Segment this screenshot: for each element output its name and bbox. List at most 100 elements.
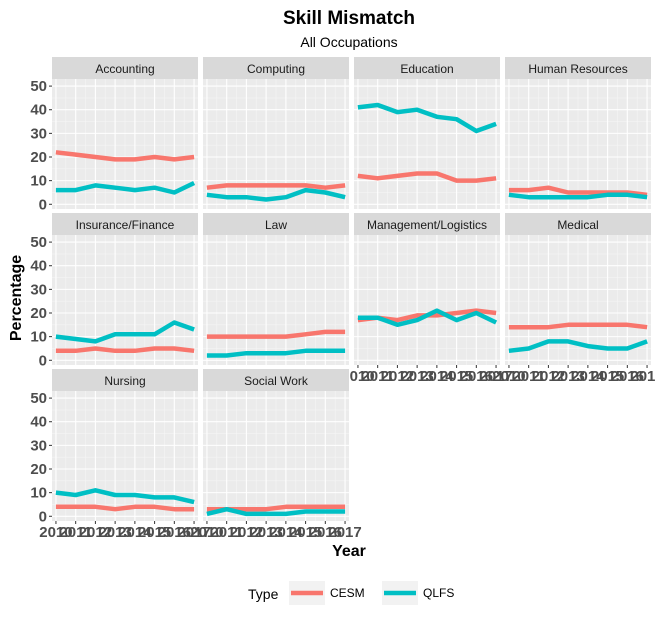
x-tick-label: 2011	[210, 524, 243, 541]
y-tick-label: 40	[30, 102, 47, 119]
series-line-cesm	[55, 150, 195, 162]
x-tick-label: 2016	[158, 524, 191, 541]
series-line-qlfs	[508, 339, 648, 354]
y-tick-label: 0	[39, 196, 47, 213]
x-tick-label: 2015	[289, 524, 322, 541]
chart-title: Skill Mismatch	[283, 8, 415, 29]
y-tick-label: 50	[30, 78, 47, 95]
x-tick-label: 2013	[249, 524, 282, 541]
strip-label: Law	[265, 218, 287, 232]
series-line-qlfs	[55, 488, 195, 505]
x-tick-label: 2017	[177, 524, 210, 541]
panel-insurance-finance: Insurance/Finance 0 10 20 30 40 50	[30, 213, 198, 369]
x-tick-label: 2015	[440, 368, 473, 385]
panel-computing: Computing	[203, 57, 349, 209]
x-tick-label: 2017	[630, 368, 655, 385]
y-tick-label: 20	[30, 305, 47, 322]
panel-human-resources: Human Resources	[505, 57, 651, 209]
series-line-qlfs	[206, 506, 346, 517]
x-tick-label: 2013	[551, 368, 584, 385]
x-tick-label: 2014	[269, 524, 303, 541]
series-line-qlfs	[206, 187, 346, 202]
x-tick-label: 2010	[492, 368, 525, 385]
strip-label: Nursing	[104, 374, 145, 388]
series-line-cesm	[508, 322, 648, 330]
x-tick-label: 2010	[341, 368, 374, 385]
series-line-qlfs	[357, 102, 497, 134]
y-tick-label: 40	[30, 414, 47, 431]
y-tick-label: 10	[30, 173, 47, 190]
x-tick-label: 2012	[381, 368, 414, 385]
x-tick-label: 2015	[138, 524, 171, 541]
y-tick-label: 30	[30, 437, 47, 454]
y-tick-label: 30	[30, 281, 47, 298]
x-tick-label: 2010	[190, 524, 223, 541]
y-tick-label: 0	[39, 508, 47, 525]
x-tick-label: 2013	[98, 524, 131, 541]
x-tick-label: 2014	[420, 368, 454, 385]
x-tick-label: 2017	[328, 524, 361, 541]
panel-management-logistics: Management/Logistics 20102011201220132014…	[341, 213, 513, 385]
panel-nursing: Nursing010203040502010201120122013201420…	[30, 369, 211, 541]
legend-title: Type	[248, 586, 279, 602]
y-tick-label: 10	[30, 329, 47, 346]
strip-background	[203, 57, 349, 79]
y-tick-label: 0	[39, 352, 47, 369]
x-tick-label: 2011	[512, 368, 545, 385]
x-tick-label: 2010	[39, 524, 72, 541]
x-tick-label: 2016	[611, 368, 644, 385]
x-tick-label: 2016	[309, 524, 342, 541]
strip-background	[505, 57, 651, 79]
x-axis-title: Year	[332, 543, 366, 560]
series-line-cesm	[206, 329, 346, 339]
x-tick-label: 2011	[59, 524, 92, 541]
legend-label-cesm: CESM	[330, 586, 365, 600]
y-axis-title: Percentage	[8, 255, 25, 341]
strip-label: Management/Logistics	[367, 218, 487, 232]
strip-background	[203, 213, 349, 235]
legend-label-qlfs: QLFS	[423, 586, 454, 600]
x-tick-label: 2013	[400, 368, 433, 385]
series-line-cesm	[508, 185, 648, 198]
panel-law: Law	[203, 213, 349, 365]
y-tick-label: 20	[30, 149, 47, 166]
x-tick-label: 2012	[79, 524, 112, 541]
strip-label: Accounting	[95, 62, 154, 76]
series-line-qlfs	[55, 320, 195, 344]
strip-label: Social Work	[244, 374, 309, 388]
strip-label: Education	[400, 62, 453, 76]
facet-panels: Accounting 0 10 20 30 40 50 Computing Education H…	[30, 57, 655, 541]
x-tick-label: 2012	[230, 524, 263, 541]
strip-background	[52, 213, 198, 235]
panel-social-work: Social Work 20102011201220132014201520162…	[190, 369, 362, 541]
x-tick-label: 2011	[361, 368, 394, 385]
y-tick-label: 40	[30, 258, 47, 275]
x-tick-label: 2014	[571, 368, 605, 385]
strip-background	[354, 213, 500, 235]
series-line-cesm	[55, 504, 195, 512]
series-line-qlfs	[508, 192, 648, 200]
chart-subtitle: All Occupations	[300, 34, 397, 50]
x-tick-label: 2017	[479, 368, 512, 385]
strip-background	[52, 57, 198, 79]
x-tick-label: 2014	[118, 524, 152, 541]
panel-accounting: Accounting 0 10 20 30 40 50	[30, 57, 198, 213]
series-line-cesm	[55, 346, 195, 354]
strip-label: Insurance/Finance	[76, 218, 175, 232]
x-tick-label: 2012	[532, 368, 565, 385]
strip-label: Human Resources	[528, 62, 627, 76]
panel-education: Education	[354, 57, 500, 209]
y-tick-label: 30	[30, 125, 47, 142]
y-tick-label: 50	[30, 390, 47, 407]
strip-background	[354, 57, 500, 79]
series-line-qlfs	[206, 348, 346, 358]
y-tick-label: 20	[30, 461, 47, 478]
strip-label: Computing	[247, 62, 305, 76]
strip-background	[203, 369, 349, 391]
series-line-qlfs	[357, 308, 498, 328]
series-line-qlfs	[55, 180, 196, 195]
strip-label: Medical	[557, 218, 598, 232]
y-tick-label: 50	[30, 234, 47, 251]
